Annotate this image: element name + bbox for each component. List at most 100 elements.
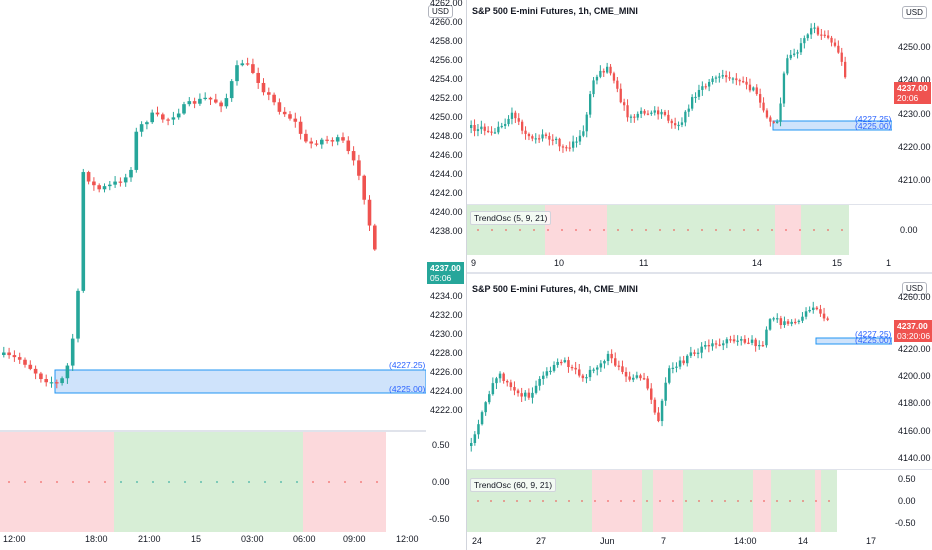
chart-4h-osc-svg (467, 470, 837, 532)
chart-1h-zone-top-label: (4227.25) (855, 114, 892, 124)
h4-candle (678, 360, 682, 367)
h4-candle (794, 321, 797, 324)
h4-candle (606, 353, 610, 362)
left-candle (288, 114, 292, 119)
left-candle (314, 143, 319, 145)
left-candle (240, 63, 245, 66)
h1-candle (527, 133, 531, 137)
left-candle (70, 338, 75, 366)
pane-separator[interactable] (467, 204, 932, 205)
h4-candle (524, 392, 527, 397)
osc-green-segment (683, 470, 753, 532)
left-candle (118, 181, 123, 183)
chart-1h-currency-label[interactable]: USD (902, 6, 927, 19)
h4-candle (542, 375, 545, 379)
h1-candle (813, 27, 816, 29)
h1-candle (521, 121, 524, 131)
left-candle (325, 139, 329, 141)
chart-4h-currency-label[interactable]: USD (902, 282, 927, 295)
left-y-tick: 4248.00 (430, 131, 463, 141)
left-candle (335, 137, 340, 142)
left-chart-pane[interactable] (0, 0, 426, 430)
left-candle (145, 122, 149, 125)
h1-candle (585, 114, 588, 132)
chart-4h-candles[interactable] (467, 296, 892, 468)
chart-1h-pane[interactable] (467, 18, 892, 204)
left-price-axis[interactable]: USD 4260.00 4258.00 4256.00 4254.00 4252.00 4… (426, 0, 466, 430)
h4-candle (750, 339, 754, 343)
h1-candle (650, 112, 653, 114)
h1-candle (626, 105, 629, 118)
h4-candle (513, 387, 516, 391)
left-osc-pane[interactable] (0, 432, 426, 532)
h1-candle (487, 130, 490, 133)
h1-candle (606, 66, 609, 73)
h4-candle (632, 377, 635, 380)
left-candle (123, 177, 128, 183)
chart-1h-y-tick-3: 4220.00 (898, 142, 931, 152)
chart-1h-price-tag-price: 4237.00 (897, 83, 928, 93)
h4-candle (495, 378, 498, 384)
left-candle (362, 175, 366, 200)
h4-candle (570, 367, 574, 369)
h4-candle (664, 382, 667, 401)
left-time-axis[interactable]: 12:00 18:00 21:00 15 03:00 06:00 09:00 12:00 (0, 532, 426, 550)
left-candle (102, 186, 107, 190)
pane-separator[interactable] (467, 469, 932, 470)
h1-candle (786, 58, 789, 74)
h1-candle (755, 87, 758, 95)
h1-candle (738, 80, 741, 82)
chart-4h-osc-label[interactable]: TrendOsc (60, 9, 21) (470, 478, 557, 492)
left-candle (320, 139, 324, 145)
chart-4h-osc-pane[interactable] (467, 470, 892, 532)
h1-candle (493, 132, 497, 134)
left-candle (367, 199, 372, 226)
left-candles[interactable] (0, 0, 426, 430)
h1-candle (483, 126, 486, 131)
left-candle (2, 352, 6, 355)
h4-candle (646, 378, 649, 389)
h4-candle (635, 375, 639, 378)
chart-1h-x-tick: 10 (554, 258, 565, 268)
h4-candle (610, 353, 613, 359)
chart-4h-osc-tick-bottom: -0.50 (895, 518, 916, 528)
chart-4h-pane[interactable] (467, 296, 892, 468)
h4-candle (743, 339, 747, 343)
chart-4h-time-axis[interactable]: 24 27 Jun 7 14:00 14 17 (467, 534, 932, 550)
left-candle (373, 225, 377, 250)
h4-candle (509, 382, 513, 388)
h4-candle (657, 412, 660, 422)
left-x-tick: 12:00 (396, 534, 419, 544)
h1-candle (473, 125, 476, 132)
h1-candle (827, 35, 830, 38)
h4-candle (639, 375, 642, 379)
h1-candle (480, 126, 483, 130)
left-candle (49, 382, 54, 384)
osc-red-segment (653, 470, 683, 532)
h1-candle (779, 103, 782, 122)
left-currency-label[interactable]: USD (428, 5, 453, 18)
h1-candle (504, 124, 507, 126)
left-candle (65, 365, 70, 379)
chart-1h-osc-label[interactable]: TrendOsc (5, 9, 21) (470, 211, 552, 225)
left-y-tick: 4250.00 (430, 112, 463, 122)
chart-4h-price-axis[interactable]: USD 4260.00 4220.00 4200.00 4180.00 4160… (892, 276, 932, 468)
h1-candle (616, 80, 619, 89)
pane-separator[interactable] (0, 430, 426, 432)
h1-candle (731, 78, 735, 80)
chart-1h-x-tick: 9 (471, 258, 477, 268)
left-y-tick: 4260.00 (430, 17, 463, 27)
h4-candle (790, 321, 793, 324)
left-y-tick: 4256.00 (430, 55, 463, 65)
chart-1h-osc-pane[interactable] (467, 205, 892, 255)
demand-zone (772, 120, 892, 131)
chart-1h-y-tick-4: 4210.00 (898, 175, 931, 185)
h4-candle (549, 370, 552, 373)
left-candle (28, 364, 33, 369)
h1-candle (674, 123, 677, 126)
chart-1h-price-axis[interactable]: USD 4250.00 4240.00 4230.00 4220.00 4210… (892, 0, 932, 204)
h1-candle (568, 147, 571, 149)
h1-candle (837, 45, 840, 53)
chart-1h-candles[interactable] (467, 18, 892, 204)
chart-1h-time-axis[interactable]: 9 10 11 14 15 1 (467, 256, 932, 270)
